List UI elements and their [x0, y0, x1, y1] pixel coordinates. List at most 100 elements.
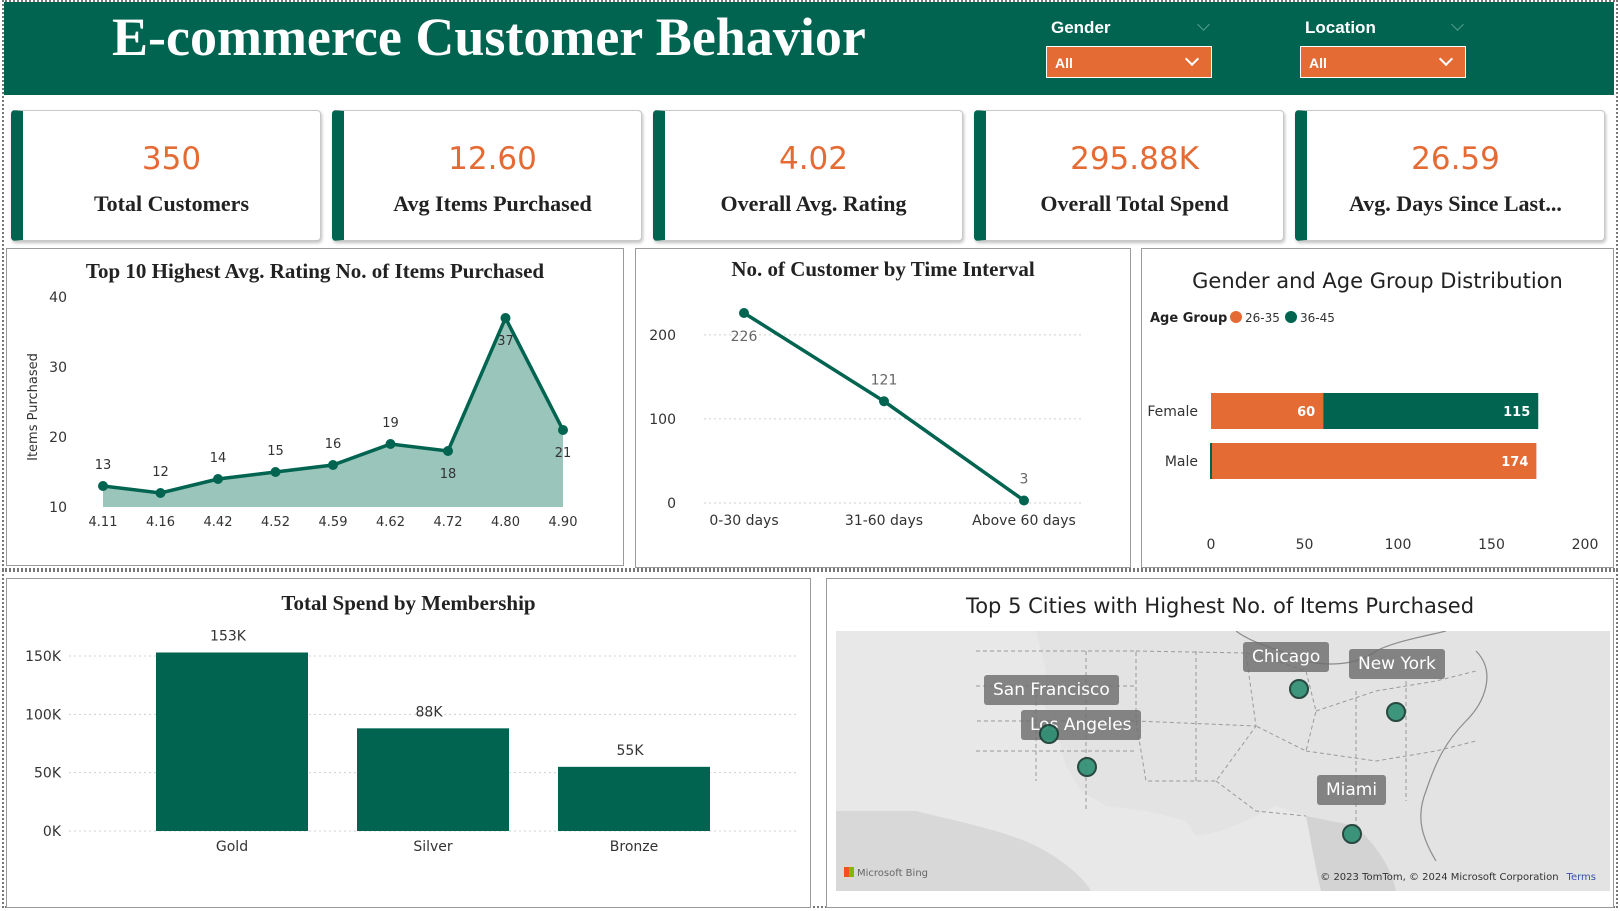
x-tick-label: 0 [1207, 537, 1216, 553]
data-label: 60 [1297, 405, 1315, 420]
gender-dropdown[interactable]: All [1046, 46, 1212, 78]
chart-title: No. of Customer by Time Interval [731, 257, 1035, 281]
data-label: 226 [731, 329, 758, 345]
membership-spend-chart-panel: Total Spend by Membership 0K 50K 100K 150K 1… [6, 578, 811, 908]
x-tick-label: 200 [1572, 537, 1599, 553]
legend-label: 26-35 [1245, 311, 1280, 325]
location-slicer-collapse-icon[interactable] [1451, 18, 1464, 31]
x-tick-label: 4.72 [434, 515, 463, 530]
data-point [328, 460, 338, 470]
data-label: 3 [1020, 471, 1029, 487]
data-label: 15 [267, 444, 284, 459]
data-label: 37 [497, 334, 514, 349]
stacked-bar-chart: Age Group 26-35 36-45 0 50 100 150 200 Female 60 1… [1147, 311, 1599, 553]
map-copyright: © 2023 TomTom, © 2024 Microsoft Corporat… [1320, 872, 1596, 883]
y-category-label: Male [1165, 454, 1198, 470]
x-tick-label: Gold [216, 839, 248, 855]
y-tick-label: 200 [649, 328, 676, 344]
kpi-card-avg-days: 26.59 Avg. Days Since Last... [1295, 110, 1605, 241]
data-label: 55K [617, 743, 645, 759]
bar [558, 766, 710, 831]
y-tick-label: 10 [49, 500, 67, 516]
x-tick-label: Bronze [610, 839, 658, 855]
map-attribution: Microsoft Bing [844, 867, 928, 879]
kpi-label: Avg Items Purchased [393, 191, 592, 216]
map-title: Top 5 Cities with Highest No. of Items P… [965, 594, 1475, 618]
kpi-card-avg-rating: 4.02 Overall Avg. Rating [653, 110, 963, 241]
x-tick-label: 4.90 [549, 515, 578, 530]
kpi-card-total-customers: 350 Total Customers [11, 110, 321, 241]
chart-title: Gender and Age Group Distribution [1192, 269, 1563, 293]
area-chart: 10 20 30 40 4.11 4.16 4.42 4.52 4.59 4.62 4.72 4.80… [26, 290, 578, 530]
time-interval-chart-panel: No. of Customer by Time Interval 0 100 200… [635, 248, 1131, 568]
chevron-down-icon [1184, 51, 1200, 67]
data-point [1019, 495, 1029, 506]
kpi-label: Total Customers [93, 191, 250, 216]
data-label: 115 [1503, 405, 1530, 420]
data-label: 18 [440, 467, 457, 482]
bar-chart: 0K 50K 100K 150K 153K Gold 88K Silver 55K Bronze [25, 629, 797, 855]
data-point [500, 313, 511, 323]
map-marker-los-angeles[interactable] [1077, 757, 1097, 777]
data-label: 16 [325, 437, 342, 452]
map-marker-chicago[interactable] [1289, 679, 1309, 699]
data-label: 153K [210, 629, 247, 645]
kpi-value: 295.88K [1070, 141, 1199, 177]
cities-map[interactable]: Chicago New York San Francisco Los Angel… [836, 631, 1610, 891]
data-label: 121 [871, 372, 898, 388]
x-tick-label: 4.11 [89, 515, 118, 530]
kpi-label: Overall Total Spend [1040, 191, 1229, 216]
x-tick-label: 4.42 [204, 515, 233, 530]
kpi-card-avg-items: 12.60 Avg Items Purchased [332, 110, 642, 241]
data-point [155, 488, 166, 498]
location-dropdown[interactable]: All [1300, 46, 1466, 78]
data-point [98, 481, 108, 491]
map-copyright-text: © 2023 TomTom, © 2024 Microsoft Corporat… [1320, 872, 1559, 883]
data-label: 12 [152, 465, 169, 480]
bar [357, 728, 509, 831]
gender-slicer-label: Gender [1051, 18, 1111, 37]
data-point [558, 425, 568, 435]
terms-link[interactable]: Terms [1566, 872, 1596, 883]
kpi-label: Overall Avg. Rating [720, 191, 907, 216]
gender-slicer-collapse-icon[interactable] [1197, 18, 1210, 31]
map-attribution-text: Microsoft Bing [857, 868, 929, 879]
y-tick-label: 30 [49, 360, 67, 376]
location-dropdown-value: All [1309, 55, 1327, 71]
y-tick-label: 100K [25, 707, 62, 723]
bar-segment [1323, 393, 1539, 429]
data-point [739, 308, 749, 318]
line-chart: 0 100 200 0-30 days 31-60 days Above 60 days 2… [649, 308, 1081, 529]
data-label: 14 [210, 451, 227, 466]
map-marker-san-francisco[interactable] [1039, 724, 1059, 744]
data-label: 13 [95, 458, 112, 473]
map-marker-miami[interactable] [1342, 824, 1362, 844]
y-axis-label: Items Purchased [26, 353, 41, 461]
kpi-value: 350 [141, 141, 202, 177]
y-tick-label: 150K [25, 649, 62, 665]
data-point [443, 446, 453, 456]
map-marker-new-york[interactable] [1386, 702, 1406, 722]
map-background [836, 631, 1610, 891]
x-tick-label: 4.62 [376, 515, 405, 530]
chevron-down-icon [1438, 51, 1454, 67]
series-line [743, 311, 1026, 502]
data-label: 88K [416, 704, 444, 720]
kpi-label: Avg. Days Since Last... [1349, 191, 1562, 216]
x-tick-label: 50 [1296, 537, 1314, 553]
y-category-label: Female [1147, 404, 1198, 420]
y-tick-label: 100 [649, 412, 676, 428]
location-slicer-label: Location [1305, 18, 1376, 37]
x-tick-label: Above 60 days [972, 513, 1076, 529]
x-tick-label: 4.59 [319, 515, 348, 530]
x-tick-label: 4.80 [491, 515, 520, 530]
data-point [385, 439, 396, 449]
y-tick-label: 0 [667, 496, 676, 512]
kpi-value: 26.59 [1411, 141, 1500, 177]
data-point [213, 474, 223, 484]
x-tick-label: 31-60 days [845, 513, 923, 529]
gender-dropdown-value: All [1055, 55, 1073, 71]
y-tick-label: 20 [49, 430, 67, 446]
kpi-value: 12.60 [448, 141, 537, 177]
gender-age-chart-panel: Gender and Age Group Distribution Age Gr… [1141, 248, 1614, 568]
